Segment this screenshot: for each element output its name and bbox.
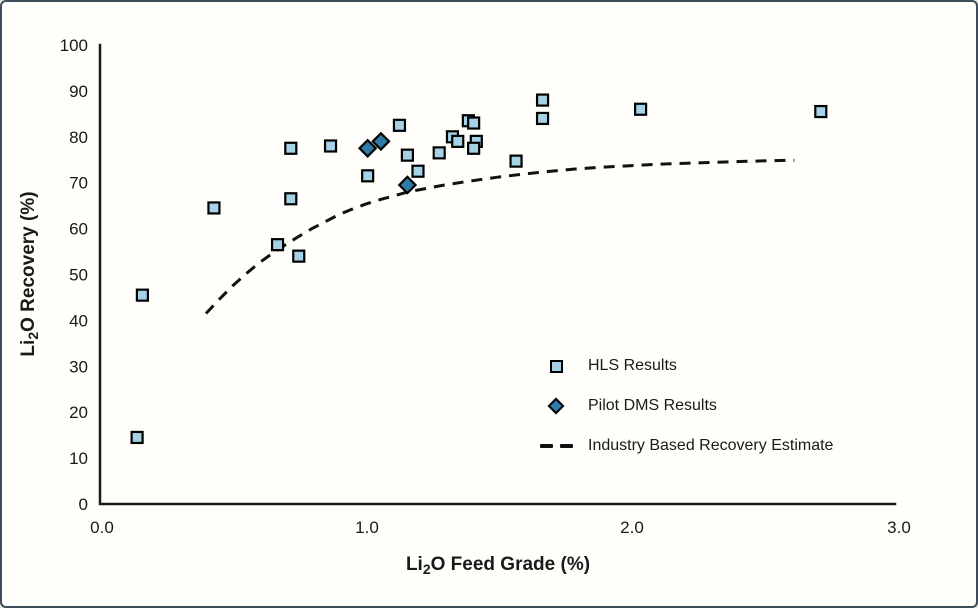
legend-label-hls: HLS Results [588, 357, 677, 374]
hls-point [392, 118, 407, 132]
axes-lines [98, 43, 897, 506]
y-tick-label: 100 [60, 36, 88, 55]
y-tick-label: 60 [69, 220, 88, 239]
y-tick-label: 80 [69, 128, 88, 147]
hls-point [535, 111, 550, 126]
industry-recovery-curve [204, 158, 795, 315]
dms-point [357, 138, 378, 158]
hls-point [432, 146, 446, 160]
hls-point [633, 102, 648, 116]
dashed-line-icon [539, 444, 573, 448]
hls-point [535, 93, 550, 107]
legend: HLS Results Pilot DMS Results Industry B… [534, 357, 834, 454]
y-tick-label: 20 [69, 403, 88, 422]
hls-point [467, 116, 481, 130]
dms-point [397, 175, 418, 195]
x-axis-title: Li2O Feed Grade (%) [406, 554, 590, 577]
legend-item-hls: HLS Results [534, 357, 833, 374]
hls-point [130, 430, 144, 445]
hls-point [284, 192, 298, 206]
y-tick-label: 70 [69, 174, 88, 193]
hls-square-marker-icon [549, 359, 563, 373]
y-tick-label: 40 [69, 311, 88, 330]
hls-point [323, 139, 338, 153]
hls-point [509, 154, 523, 168]
hls-point [207, 201, 221, 215]
y-tick-label: 0 [79, 495, 88, 514]
legend-item-dms: Pilot DMS Results [534, 397, 833, 415]
y-tick-label: 50 [69, 266, 88, 285]
hls-point [361, 169, 375, 183]
x-tick-label: 1.0 [355, 518, 379, 537]
hls-point [400, 148, 414, 162]
y-axis-title: Li2O Recovery (%) [18, 191, 41, 356]
y-tick-label: 30 [69, 357, 88, 376]
x-tick-label: 2.0 [620, 518, 644, 537]
legend-item-industry: Industry Based Recovery Estimate [534, 437, 834, 454]
hls-point [135, 288, 149, 302]
hls-point [451, 134, 465, 148]
dms-diamond-marker-icon [547, 397, 565, 415]
hls-point [270, 238, 285, 252]
dms-point [371, 131, 391, 152]
hls-point [292, 249, 306, 263]
hls-point [411, 164, 425, 178]
x-tick-label: 3.0 [887, 518, 911, 537]
hls-point [467, 141, 481, 155]
x-tick-label: 0.0 [90, 518, 114, 537]
y-tick-label: 10 [69, 449, 88, 468]
legend-label-industry: Industry Based Recovery Estimate [588, 437, 834, 454]
hls-point [814, 104, 828, 119]
legend-label-dms: Pilot DMS Results [588, 397, 717, 414]
y-tick-label: 90 [69, 82, 88, 101]
hls-point [284, 141, 298, 155]
